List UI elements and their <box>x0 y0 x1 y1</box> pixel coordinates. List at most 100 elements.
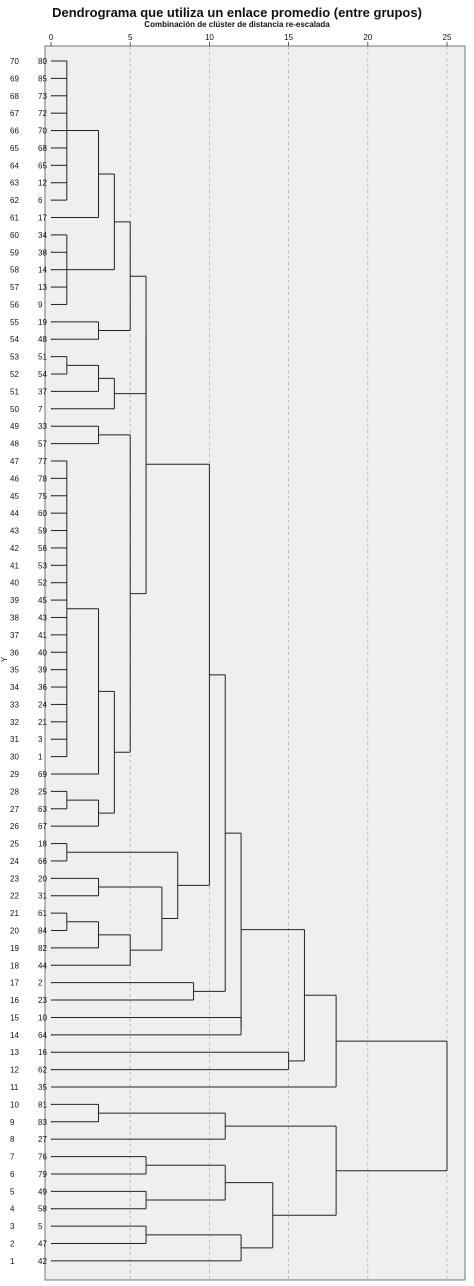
leaf-position-label: 64 <box>10 161 19 170</box>
leaf-position-label: 10 <box>10 1100 19 1109</box>
leaf-case-label: 34 <box>38 231 47 240</box>
leaf-case-label: 64 <box>38 1031 47 1040</box>
leaf-position-label: 69 <box>10 74 19 83</box>
leaf-case-label: 57 <box>38 440 47 449</box>
leaf-case-label: 61 <box>38 909 47 918</box>
leaf-case-label: 85 <box>38 74 47 83</box>
leaf-position-label: 36 <box>10 648 19 657</box>
leaf-case-label: 35 <box>38 1083 47 1092</box>
leaf-case-label: 58 <box>38 1205 47 1214</box>
leaf-position-label: 21 <box>10 909 19 918</box>
leaf-position-label: 40 <box>10 579 19 588</box>
leaf-position-label: 70 <box>10 57 19 66</box>
leaf-position-label: 44 <box>10 509 19 518</box>
leaf-position-label: 42 <box>10 544 19 553</box>
plot-area <box>44 45 466 1281</box>
leaf-position-label: 49 <box>10 422 19 431</box>
leaf-case-label: 14 <box>38 266 47 275</box>
leaf-case-label: 18 <box>38 840 47 849</box>
leaf-case-label: 16 <box>38 1048 47 1057</box>
leaf-position-label: 67 <box>10 109 19 118</box>
leaf-position-label: 45 <box>10 492 19 501</box>
leaf-case-label: 36 <box>38 683 47 692</box>
leaf-case-label: 42 <box>38 1257 47 1266</box>
leaf-position-label: 38 <box>10 613 19 622</box>
leaf-case-label: 67 <box>38 822 47 831</box>
x-tick-label: 25 <box>443 33 452 42</box>
leaf-case-label: 5 <box>38 1222 43 1231</box>
leaf-case-label: 60 <box>38 509 47 518</box>
leaf-case-label: 3 <box>38 735 43 744</box>
leaf-case-label: 77 <box>38 457 47 466</box>
leaf-position-label: 63 <box>10 179 19 188</box>
leaf-case-label: 54 <box>38 370 47 379</box>
leaf-position-label: 57 <box>10 283 19 292</box>
leaf-case-label: 63 <box>38 805 47 814</box>
leaf-case-label: 25 <box>38 787 47 796</box>
leaf-position-label: 5 <box>10 1187 15 1196</box>
x-tick-label: 15 <box>284 33 293 42</box>
leaf-case-label: 56 <box>38 544 47 553</box>
leaf-position-label: 11 <box>10 1083 19 1092</box>
leaf-case-label: 43 <box>38 613 47 622</box>
leaf-case-label: 23 <box>38 996 47 1005</box>
leaf-position-label: 19 <box>10 944 19 953</box>
leaf-position-label: 15 <box>10 1013 19 1022</box>
leaf-position-label: 55 <box>10 318 19 327</box>
leaf-position-label: 61 <box>10 214 19 223</box>
leaf-position-label: 52 <box>10 370 19 379</box>
chart-subtitle: Combinación de clúster de distancia re-e… <box>144 20 330 29</box>
leaf-case-label: 49 <box>38 1187 47 1196</box>
leaf-position-label: 50 <box>10 405 19 414</box>
leaf-position-label: 35 <box>10 666 19 675</box>
leaf-position-label: 16 <box>10 996 19 1005</box>
leaf-position-label: 29 <box>10 770 19 779</box>
leaf-position-label: 2 <box>10 1240 15 1249</box>
leaf-case-label: 2 <box>38 979 43 988</box>
leaf-position-label: 68 <box>10 92 19 101</box>
leaf-position-label: 65 <box>10 144 19 153</box>
chart-title: Dendrograma que utiliza un enlace promed… <box>52 5 422 20</box>
leaf-case-label: 73 <box>38 92 47 101</box>
leaf-case-label: 33 <box>38 422 47 431</box>
leaf-position-label: 6 <box>10 1170 15 1179</box>
leaf-position-label: 33 <box>10 700 19 709</box>
leaf-position-label: 23 <box>10 874 19 883</box>
leaf-position-label: 34 <box>10 683 19 692</box>
leaf-case-label: 81 <box>38 1100 47 1109</box>
leaf-position-label: 28 <box>10 787 19 796</box>
leaf-position-label: 20 <box>10 927 19 936</box>
leaf-case-label: 62 <box>38 1066 47 1075</box>
leaf-case-label: 1 <box>38 753 43 762</box>
leaf-position-label: 60 <box>10 231 19 240</box>
leaf-case-label: 38 <box>38 248 47 257</box>
leaf-case-label: 48 <box>38 335 47 344</box>
leaf-position-label: 54 <box>10 335 19 344</box>
leaf-position-label: 1 <box>10 1257 15 1266</box>
leaf-case-label: 24 <box>38 700 47 709</box>
leaf-case-label: 59 <box>38 527 47 536</box>
leaf-position-label: 27 <box>10 805 19 814</box>
leaf-case-label: 66 <box>38 857 47 866</box>
leaf-position-label: 26 <box>10 822 19 831</box>
leaf-position-label: 32 <box>10 718 19 727</box>
leaf-case-label: 41 <box>38 631 47 640</box>
leaf-position-label: 30 <box>10 753 19 762</box>
leaf-case-label: 76 <box>38 1153 47 1162</box>
leaf-case-label: 9 <box>38 300 43 309</box>
leaf-position-label: 7 <box>10 1153 15 1162</box>
leaf-position-label: 31 <box>10 735 19 744</box>
leaf-position-label: 58 <box>10 266 19 275</box>
x-tick-label: 0 <box>49 33 54 42</box>
leaf-position-label: 12 <box>10 1066 19 1075</box>
leaf-position-label: 37 <box>10 631 19 640</box>
leaf-position-label: 18 <box>10 961 19 970</box>
leaf-case-label: 75 <box>38 492 47 501</box>
leaf-case-label: 69 <box>38 770 47 779</box>
leaf-position-label: 53 <box>10 353 19 362</box>
leaf-position-label: 22 <box>10 892 19 901</box>
leaf-case-label: 37 <box>38 387 47 396</box>
leaf-case-label: 47 <box>38 1240 47 1249</box>
leaf-case-label: 51 <box>38 353 47 362</box>
